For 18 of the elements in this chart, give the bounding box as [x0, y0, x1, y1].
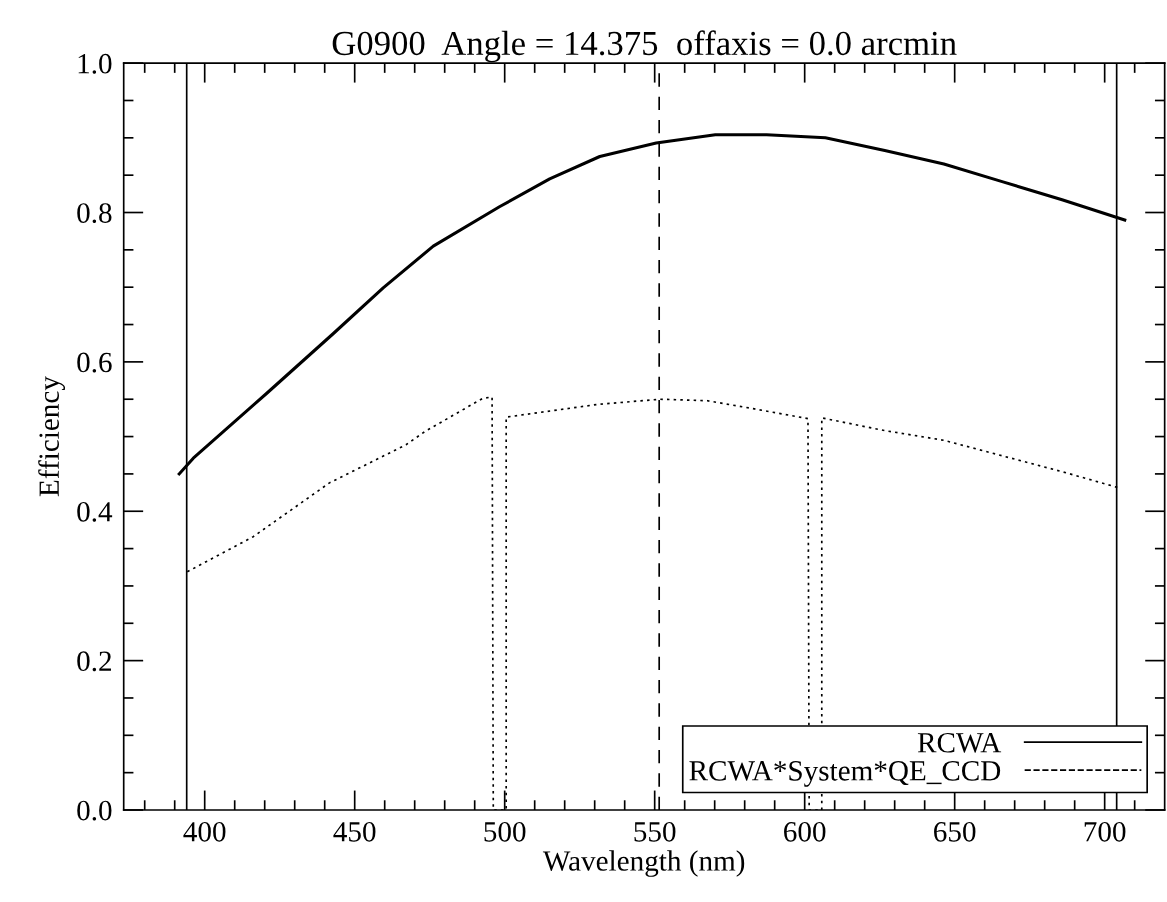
y-axis-title: Efficiency	[38, 376, 66, 497]
x-tick-label: 600	[784, 821, 826, 842]
x-tick-label: 700	[1084, 821, 1126, 842]
x-tick-label: 450	[333, 821, 376, 842]
legend-label: RCWA*System*QE_CCD	[689, 761, 1001, 787]
x-tick-label: 500	[484, 821, 526, 842]
x-tick-label: 400	[183, 821, 226, 842]
y-tick-label: 0.4	[77, 501, 113, 522]
x-tick-label: 550	[634, 821, 676, 842]
x-tick-label: 650	[934, 821, 976, 842]
y-tick-label: 0.6	[77, 352, 112, 373]
x-axis-title: Wavelength (nm)	[542, 850, 745, 877]
chart-title: G0900 Angle = 14.375 offaxis = 0.0 arcmin	[332, 30, 957, 63]
y-tick-label: 0.2	[77, 651, 111, 672]
y-tick-label: 1.0	[78, 53, 112, 74]
legend-label: RCWA	[917, 732, 1002, 753]
y-tick-label: 0.0	[77, 800, 112, 821]
y-tick-label: 0.8	[77, 203, 112, 224]
